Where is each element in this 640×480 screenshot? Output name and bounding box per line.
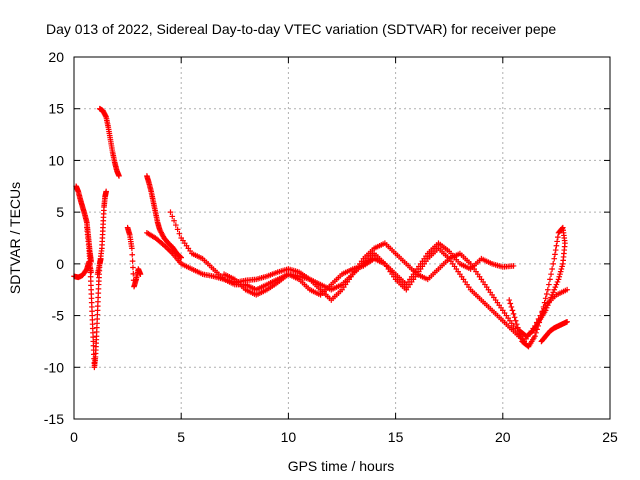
data-point [116, 173, 122, 179]
data-point [533, 330, 539, 336]
data-point [178, 254, 184, 261]
y-tick-label: 15 [48, 101, 64, 117]
data-point [559, 263, 565, 270]
data-point [510, 311, 517, 317]
data-point [554, 279, 561, 285]
series-arc6 [124, 224, 144, 290]
data-point [545, 286, 551, 293]
data-point [176, 230, 183, 237]
data-point [169, 213, 176, 220]
data-point [174, 226, 181, 233]
data-point [555, 234, 561, 240]
chart-title: Day 013 of 2022, Sidereal Day-to-day VTE… [46, 21, 556, 37]
series-arc7 [144, 173, 184, 261]
data-point [557, 271, 563, 277]
data-point [130, 264, 136, 271]
series-arc8 [144, 230, 377, 293]
series-arc2 [73, 183, 94, 265]
data-point [555, 276, 562, 283]
data-point [558, 266, 565, 272]
data-point [532, 333, 538, 340]
data-point [546, 299, 552, 306]
data-point [509, 307, 516, 314]
data-point [171, 217, 177, 224]
x-tick-labels: 0 5 10 15 20 25 [70, 429, 618, 445]
data-point [556, 273, 563, 280]
data-point [551, 255, 558, 262]
data-point [508, 304, 515, 310]
data-point [552, 247, 559, 253]
x-axis-title: GPS time / hours [288, 458, 395, 474]
x-tick-label: 10 [281, 429, 297, 445]
data-point [552, 284, 559, 290]
data-point [549, 292, 555, 298]
series-arc11 [360, 245, 570, 345]
x-tick-label: 25 [602, 429, 618, 445]
y-tick-labels: -15 -10 -5 0 5 10 15 20 [44, 49, 64, 427]
data-point [545, 302, 551, 309]
data-point [548, 271, 554, 277]
data-point [547, 297, 553, 303]
y-tick-label: 20 [48, 49, 64, 65]
data-point [553, 242, 560, 249]
data-point [543, 305, 550, 311]
data-point [547, 276, 553, 283]
y-tick-label: 10 [48, 152, 64, 168]
data-point [553, 281, 560, 288]
data-point [177, 254, 184, 260]
grid-lines [74, 57, 610, 419]
data-point [543, 291, 550, 297]
data-point [518, 329, 524, 335]
x-tick-label: 15 [388, 429, 404, 445]
data-point [515, 324, 521, 331]
data-point [129, 245, 135, 252]
y-tick-label: 0 [56, 256, 64, 272]
y-tick-label: -10 [44, 359, 64, 375]
data-point [557, 268, 564, 275]
y-axis-title: SDTVAR / TECUs [7, 182, 23, 294]
x-tick-label: 20 [495, 429, 511, 445]
data-point [552, 251, 558, 258]
data-point [517, 328, 523, 334]
series-arc4 [94, 188, 109, 277]
data-point [129, 251, 136, 258]
series-arc12 [506, 224, 568, 350]
data-point [550, 261, 556, 267]
data-point [560, 261, 566, 267]
data-point [540, 304, 547, 310]
y-tick-label: 5 [56, 204, 64, 220]
y-tick-label: -15 [44, 411, 64, 427]
data-point [511, 314, 518, 321]
data-point [137, 271, 144, 277]
data-point [507, 300, 514, 307]
data-point [542, 295, 549, 302]
series-arc13 [538, 318, 570, 345]
x-tick-label: 5 [177, 429, 185, 445]
series-arc10 [221, 240, 517, 298]
x-tick-label: 0 [70, 429, 78, 445]
data-point [518, 335, 524, 341]
data-point [506, 297, 513, 303]
data-point [549, 266, 555, 272]
data-point [554, 238, 560, 245]
data-point [546, 281, 552, 288]
data-point [551, 286, 558, 293]
plot-frame [73, 56, 611, 420]
data-point [510, 263, 517, 269]
data-points [71, 105, 570, 371]
series-arc3 [84, 224, 104, 371]
data-point [548, 294, 554, 301]
data-point [550, 289, 556, 296]
data-point [512, 317, 519, 324]
data-point [173, 222, 179, 228]
y-tick-label: -5 [52, 308, 65, 324]
data-point [103, 188, 109, 195]
series-arc5 [96, 105, 122, 179]
data-point [167, 209, 174, 215]
data-point [513, 321, 520, 327]
data-point [564, 318, 570, 325]
data-point [129, 258, 136, 264]
data-point [564, 286, 570, 293]
